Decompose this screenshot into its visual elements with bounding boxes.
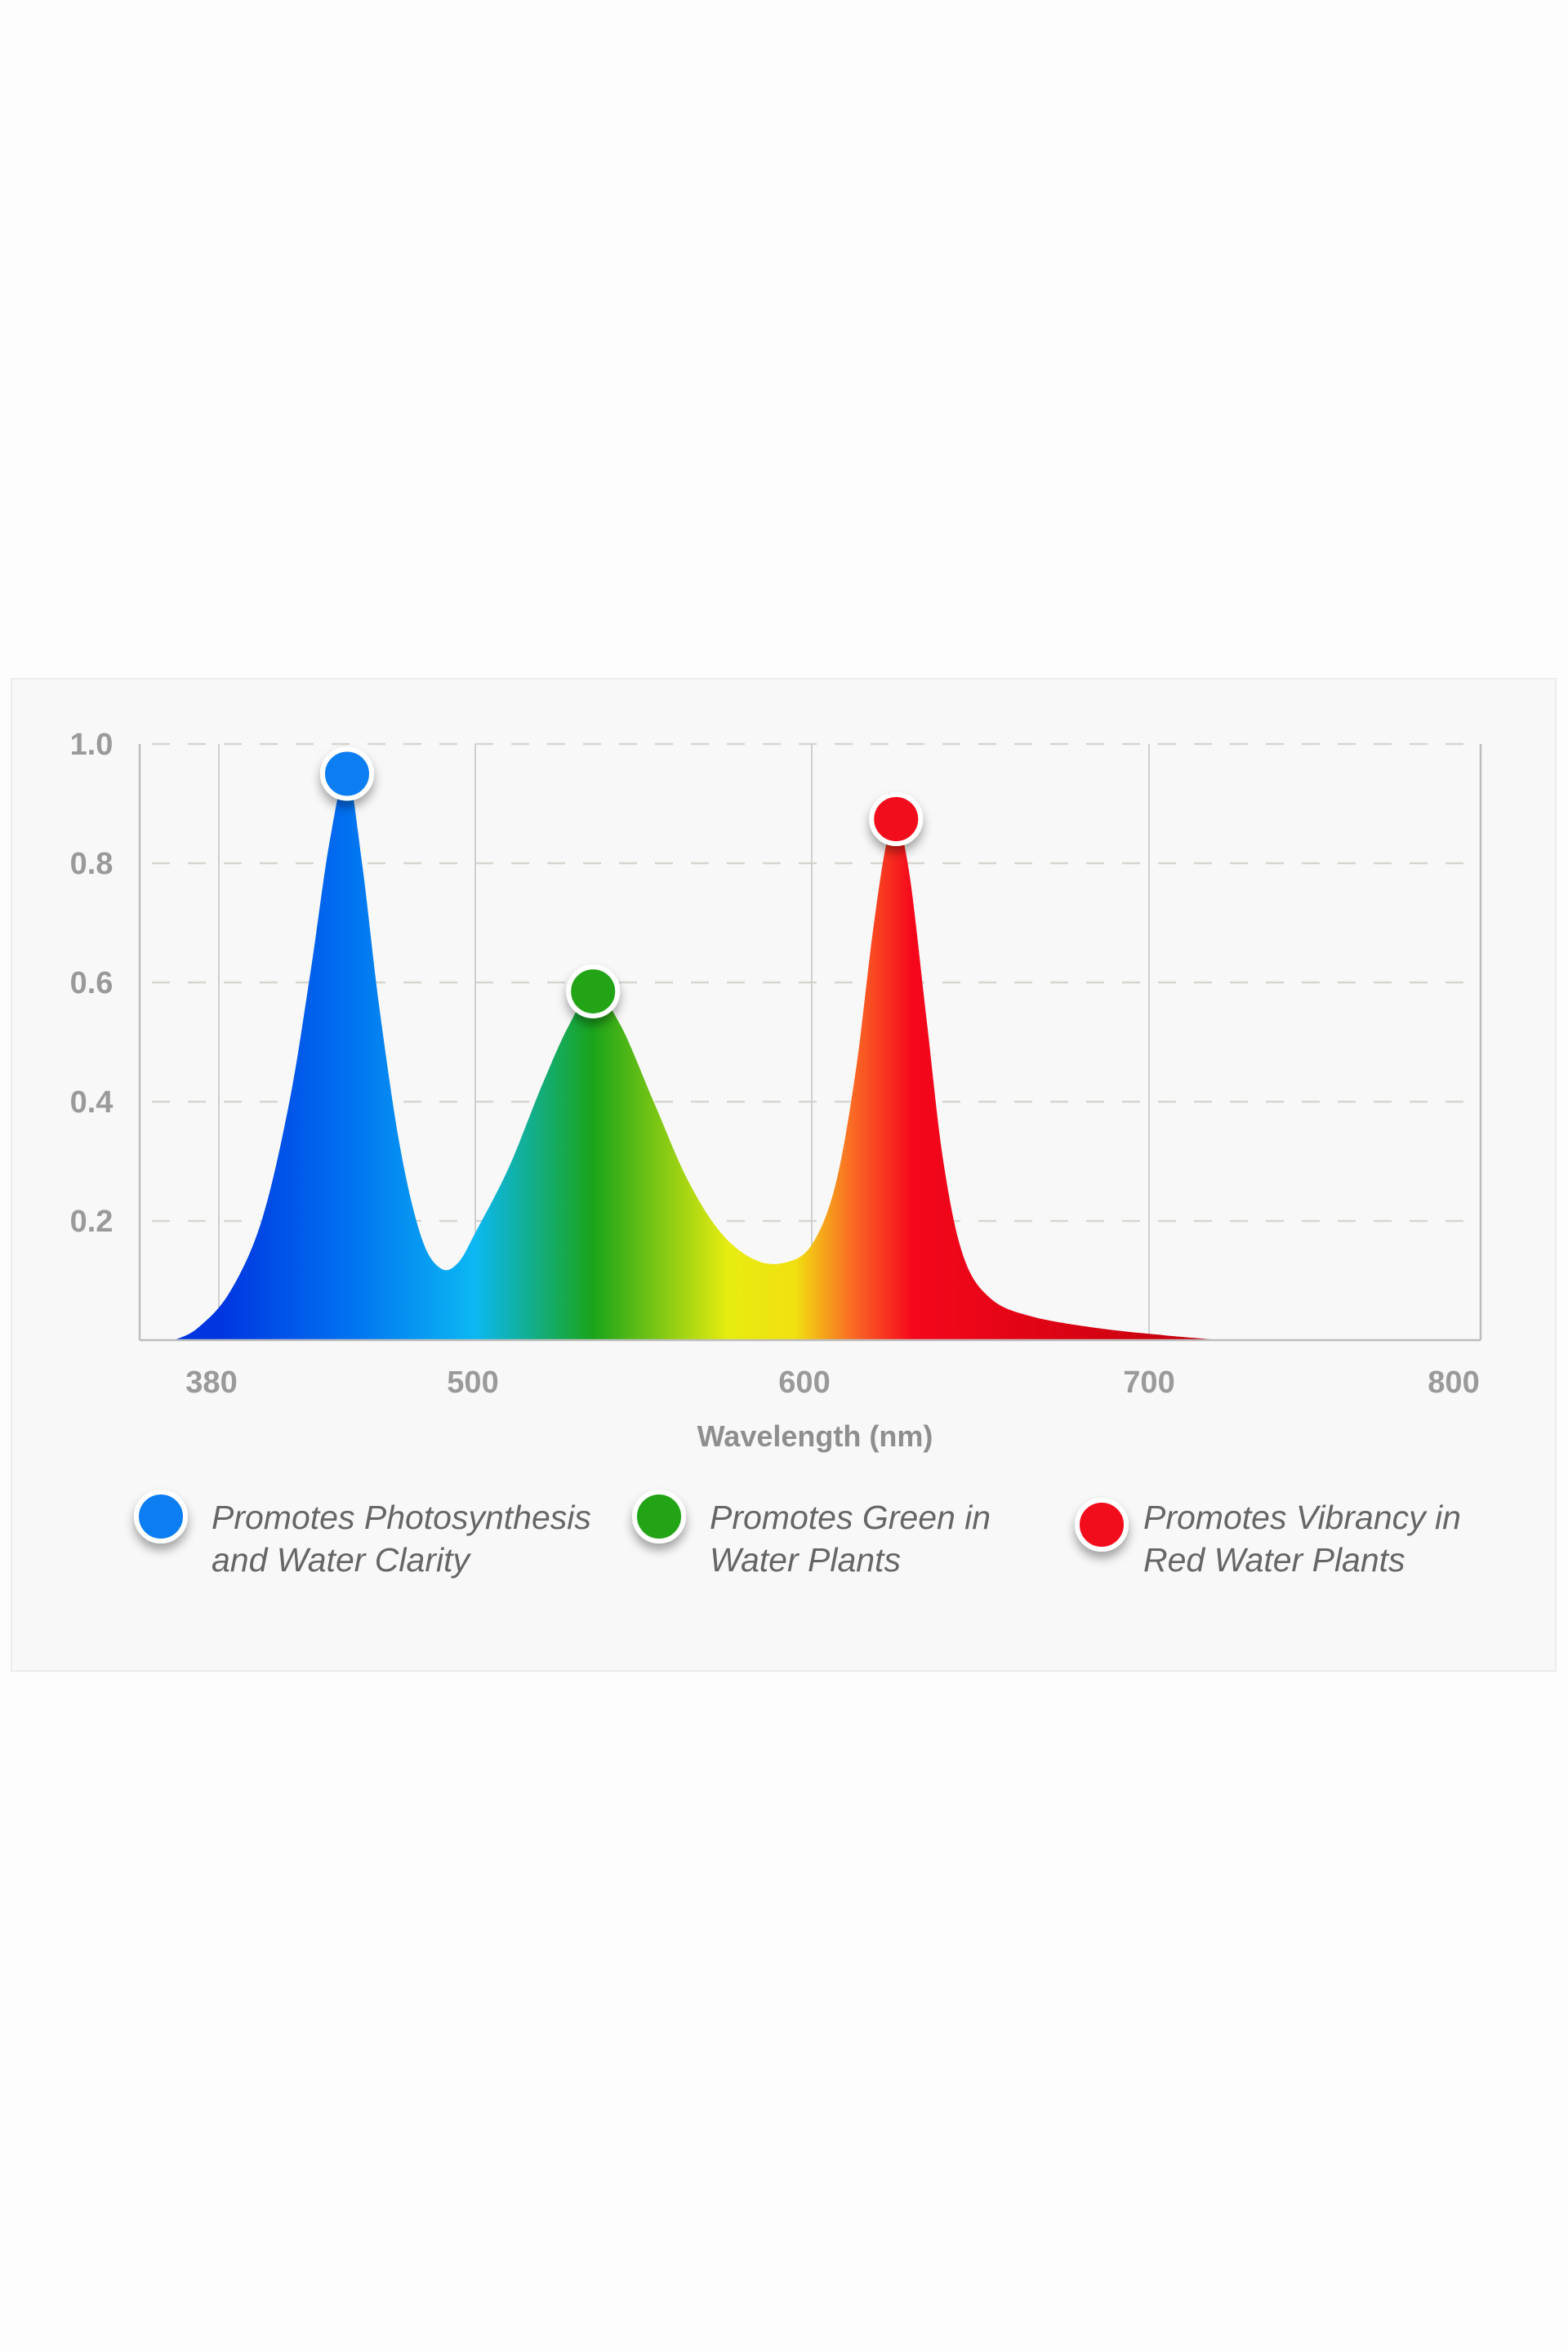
legend-marker: [134, 1490, 188, 1544]
spectrum-chart: 0.2 0.4 0.6 0.8 1.0 380 500 600 700 800 Wavelength…: [70, 728, 1482, 1579]
legend-marker: [1075, 1498, 1129, 1552]
chart-panel: 0.2 0.4 0.6 0.8 1.0 380 500 600 700 800 Wavelength…: [11, 678, 1557, 1672]
y-tick-label: 0.4: [70, 1085, 114, 1120]
legend-label-line2: Water Plants: [710, 1541, 901, 1579]
peak-marker: [566, 964, 621, 1018]
legend-label-line2: and Water Clarity: [212, 1541, 471, 1579]
y-tick-label: 0.8: [70, 847, 114, 881]
x-tick-label: 380: [185, 1365, 237, 1400]
legend-item: Promotes Photosynthesis and Water Clarity: [134, 1490, 591, 1579]
legend-label-line1: Promotes Photosynthesis: [212, 1499, 591, 1536]
peak-marker: [320, 746, 374, 801]
x-tick-label: 600: [778, 1365, 830, 1400]
spectrum-area: [174, 773, 1223, 1340]
x-tick-label: 800: [1428, 1365, 1479, 1400]
legend-marker: [632, 1490, 686, 1544]
legend-item: Promotes Vibrancy in Red Water Plants: [1075, 1498, 1461, 1579]
legend-label-line2: Red Water Plants: [1143, 1541, 1405, 1579]
legend-label-line1: Promotes Green in: [710, 1499, 991, 1536]
legend-label-line1: Promotes Vibrancy in: [1143, 1499, 1461, 1536]
x-tick-label: 700: [1123, 1365, 1174, 1400]
peak-marker: [869, 791, 924, 846]
y-tick-label: 0.2: [70, 1205, 114, 1239]
y-tick-label: 0.6: [70, 966, 114, 1000]
x-axis-title: Wavelength (nm): [697, 1419, 933, 1453]
x-tick-label: 500: [447, 1365, 498, 1400]
y-tick-label: 1.0: [70, 728, 114, 762]
legend-item: Promotes Green in Water Plants: [632, 1490, 991, 1579]
